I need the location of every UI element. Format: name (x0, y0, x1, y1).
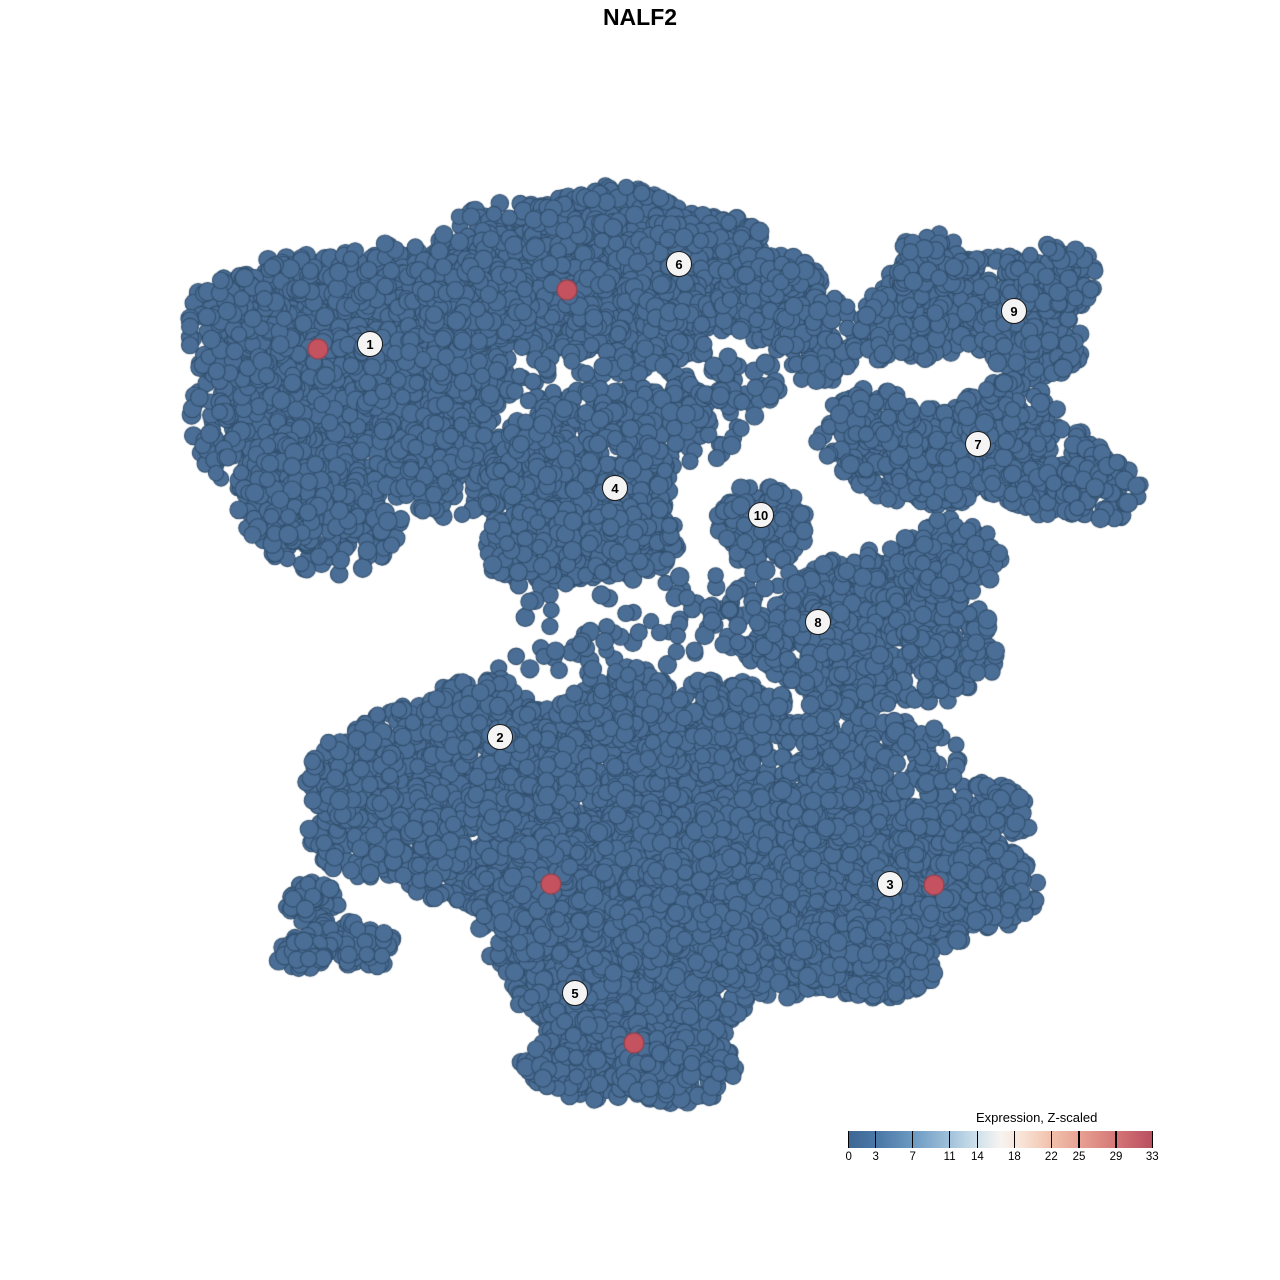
legend-tick (875, 1131, 877, 1148)
legend-tick-label: 3 (872, 1151, 879, 1163)
legend-tick (911, 1131, 914, 1148)
legend-tick-label: 33 (1145, 1151, 1159, 1163)
legend-tick (1050, 1131, 1053, 1148)
legend-tick (976, 1131, 979, 1148)
cluster-label-1: 1 (357, 331, 383, 357)
cluster-label-8: 8 (805, 609, 831, 635)
cluster-label-7: 7 (965, 431, 991, 457)
cluster-label-10: 10 (748, 502, 774, 528)
legend-title: Expression, Z-scaled (976, 1110, 1098, 1125)
cluster-label-5: 5 (562, 980, 588, 1006)
cluster-label-2: 2 (487, 724, 513, 750)
legend-tick-label: 29 (1109, 1151, 1123, 1163)
legend-tick-label: 14 (970, 1151, 984, 1163)
legend-tick (948, 1131, 951, 1148)
legend-tick-label: 22 (1044, 1151, 1058, 1163)
cluster-label-3: 3 (877, 871, 903, 897)
legend-tick-label: 0 (845, 1151, 852, 1163)
legend-tick (848, 1131, 850, 1148)
legend-tick (1151, 1131, 1153, 1148)
legend-tick (1115, 1131, 1117, 1148)
cluster-label-9: 9 (1001, 298, 1027, 324)
legend-tick-label: 18 (1007, 1151, 1021, 1163)
legend-tick-label: 7 (909, 1151, 916, 1163)
legend-tick (1078, 1131, 1080, 1148)
legend-tick-label: 25 (1072, 1151, 1086, 1163)
legend-tick-label: 11 (943, 1151, 956, 1163)
cluster-label-4: 4 (602, 475, 628, 501)
legend-tick (1013, 1131, 1016, 1148)
expression-colorbar-legend: Expression, Z-scaled 0 3 7 11 14 18 22 25 29 33 (845, 1110, 1158, 1170)
cluster-label-6: 6 (666, 251, 692, 277)
legend-colorbar (848, 1131, 1153, 1148)
